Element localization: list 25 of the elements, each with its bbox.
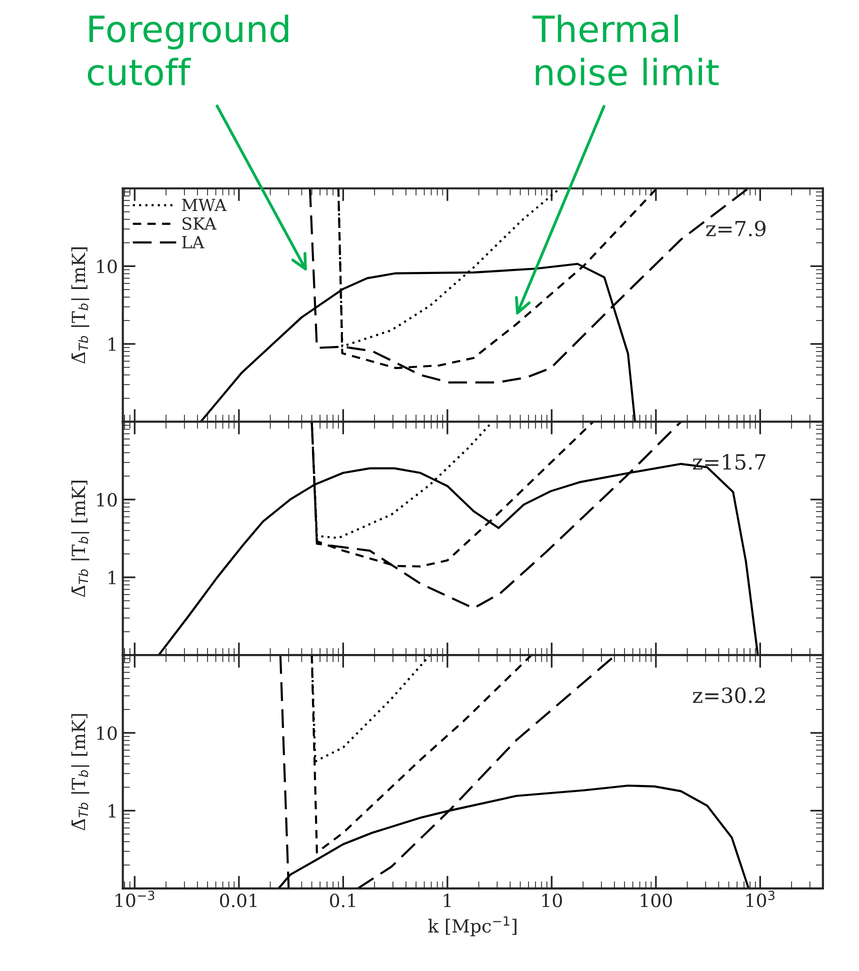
legend-label: MWA [182, 198, 227, 212]
y-tick-label: 10 [97, 260, 117, 274]
x-tick-label: 10$^{3}$ [746, 890, 774, 908]
y-tick-label: 1 [108, 804, 116, 818]
x-tick-label: 0.1 [330, 894, 355, 908]
y-tick-label: 10 [97, 726, 117, 740]
y-tick-label: 10 [97, 492, 117, 507]
y-axis-title: Δ̄$_{Tb}$ |T$_{b}$| [mK] [71, 247, 90, 364]
x-tick-label: 0.01 [220, 894, 256, 908]
y-tick-label: 1 [108, 570, 116, 584]
x-axis-title: k [Mpc$^{−1}$] [428, 916, 516, 936]
y-axis-title: Δ̄$_{Tb}$ |T$_{b}$| [mK] [71, 714, 90, 830]
x-tick-label: 10$^{−3}$ [116, 890, 154, 908]
annotation: z=7.9 [706, 220, 766, 236]
legend-label: LA [182, 236, 204, 248]
x-tick-label: 1 [444, 894, 451, 908]
text: Thermal noise limit [532, 14, 719, 86]
legend-label: SKA [182, 217, 217, 230]
y-axis-title: Δ̄$_{Tb}$ |T$_{b}$| [mK] [71, 480, 90, 598]
x-tick-label: 100 [640, 894, 672, 908]
annotation: z=15.7 [692, 454, 766, 470]
y-tick-label: 1 [108, 337, 116, 351]
text: Foreground cutoff [88, 14, 288, 86]
annotation: z=30.2 [692, 687, 765, 704]
x-tick-label: 10 [542, 894, 562, 908]
